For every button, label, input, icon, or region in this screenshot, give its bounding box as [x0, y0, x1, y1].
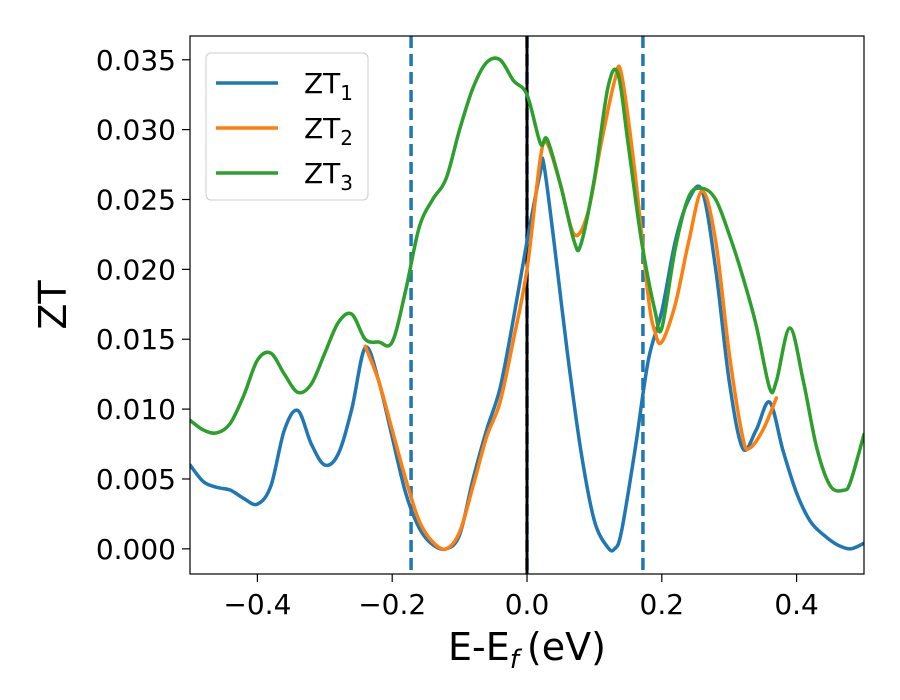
y-tick-label: 0.000 — [96, 533, 176, 566]
x-tick-label: 0.2 — [640, 588, 685, 621]
x-tick-label: 0.0 — [505, 588, 550, 621]
y-tick-label: 0.010 — [96, 393, 176, 426]
series-lines — [190, 56, 864, 553]
x-axis-ticks: −0.4 −0.2 0.0 0.2 0.4 — [223, 574, 819, 621]
x-tick-label: 0.4 — [774, 588, 819, 621]
legend: ZT1 ZT2 ZT3 — [205, 52, 369, 201]
y-axis-title: ZT — [31, 280, 75, 330]
x-tick-label: −0.2 — [358, 588, 426, 621]
legend-label-zt3: ZT3 — [304, 157, 353, 195]
y-tick-label: 0.020 — [96, 253, 176, 286]
series-line-zt3 — [190, 56, 864, 493]
y-tick-label: 0.035 — [96, 44, 176, 77]
legend-frame — [205, 52, 369, 201]
series-line-zt1 — [190, 156, 864, 553]
x-axis-title-unit: (eV) — [527, 625, 606, 669]
y-tick-label: 0.030 — [96, 114, 176, 147]
x-axis-title: E-Ef (eV) — [448, 625, 606, 675]
y-axis-ticks: 0.000 0.005 0.010 0.015 0.020 0.025 0.030 0.035 — [96, 44, 190, 566]
legend-label-zt1: ZT1 — [304, 67, 353, 105]
y-tick-label: 0.005 — [96, 463, 176, 496]
y-tick-label: 0.015 — [96, 323, 176, 356]
reference-lines — [409, 36, 645, 574]
legend-label-zt2: ZT2 — [304, 112, 353, 150]
x-tick-label: −0.4 — [223, 588, 291, 621]
x-axis-title-subscript: f — [510, 645, 523, 675]
y-tick-label: 0.025 — [96, 183, 176, 216]
